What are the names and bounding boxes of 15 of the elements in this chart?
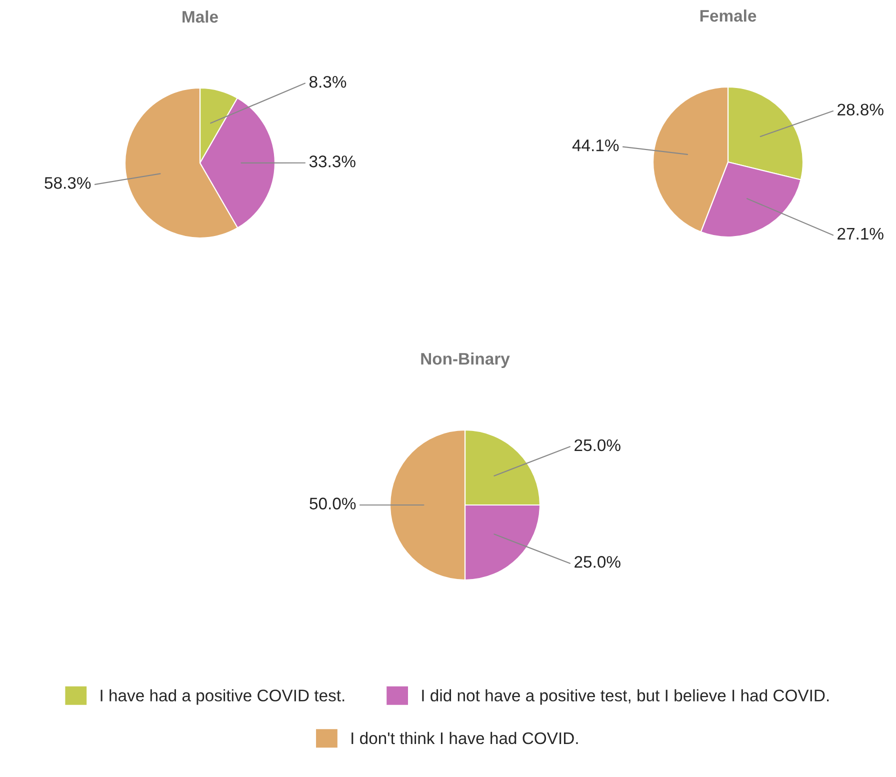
data-label: 50.0% <box>310 498 356 510</box>
chart-title: Male <box>182 10 218 23</box>
legend-label: I don't think I have had COVID. <box>352 732 578 744</box>
data-label: 58.3% <box>44 177 91 189</box>
chart-title: Non-Binary <box>421 352 510 368</box>
data-label: 25.0% <box>574 439 620 452</box>
data-label: 44.1% <box>572 140 619 152</box>
data-label: 27.1% <box>838 228 884 240</box>
legend-label: I have had a positive COVID test. <box>100 689 344 705</box>
legend-label: I did not have a positive test, but I believe I had COVID. <box>422 689 829 705</box>
chart-title: Female <box>700 9 756 22</box>
data-label: 33.3% <box>309 156 356 168</box>
data-label: 8.3% <box>309 76 346 88</box>
data-label: 25.0% <box>574 556 620 568</box>
data-label: 28.8% <box>838 104 884 116</box>
